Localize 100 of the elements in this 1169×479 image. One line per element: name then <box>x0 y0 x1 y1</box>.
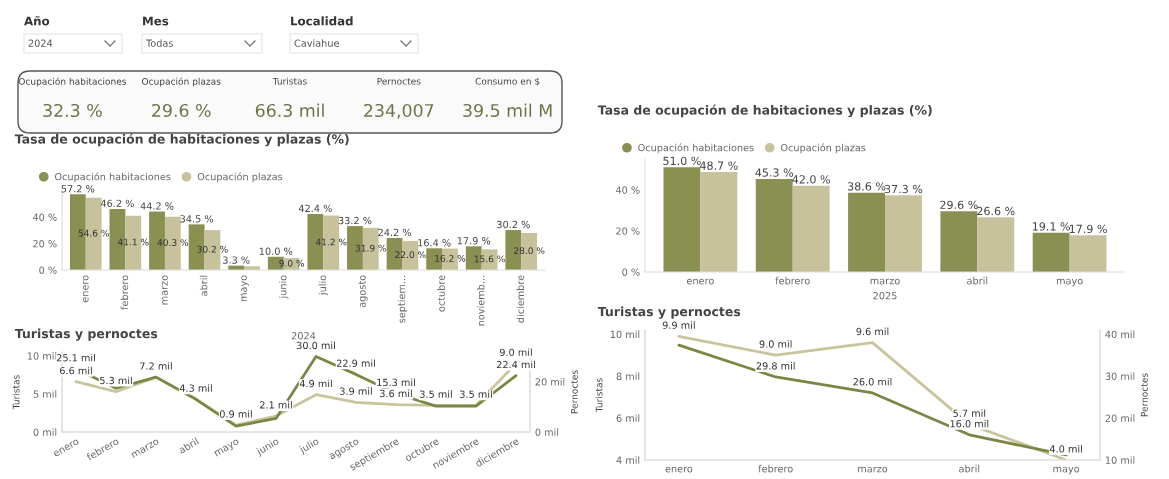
bar <box>848 192 885 272</box>
data-label: 4.3 mil <box>179 384 212 392</box>
y-axis-title: Turistas <box>12 375 20 410</box>
data-label: 46.2 % <box>100 199 134 208</box>
x-tick-label: octubre <box>437 275 445 312</box>
data-label: 16.2 % <box>435 255 466 262</box>
x-tick-label: abril <box>199 275 208 296</box>
text: Todas <box>145 39 173 47</box>
y-tick-label: 10 mil <box>610 330 640 339</box>
data-label: 19.1 % <box>1032 222 1070 231</box>
bar <box>1032 232 1070 272</box>
x-tick-label: marzo <box>858 466 888 473</box>
x-axis-title: 2024 <box>291 332 316 340</box>
data-label: 33.2 % <box>338 216 372 225</box>
y-tick-label: 10 mil <box>27 352 57 360</box>
data-label: 41.2 % <box>315 238 347 246</box>
text: Localidad <box>291 16 353 26</box>
text: 66.3 mil <box>255 103 324 118</box>
category-label: Consumo en $ <box>475 77 540 86</box>
chart-title: Turistas y pernoctes <box>14 328 158 341</box>
x-tick-label: enero <box>665 466 693 473</box>
chart-title: Tasa de ocupación de habitaciones y plazas (%) <box>14 133 349 147</box>
x-tick-label: agosto <box>358 275 368 308</box>
y2-axis-title: Pernoctes <box>571 370 578 414</box>
y-tick-label: 0 % <box>39 266 57 274</box>
x-tick-label: marzo <box>162 275 168 305</box>
category-label: Ocupación plazas <box>142 77 221 87</box>
data-label: 29.8 mil <box>756 362 795 370</box>
data-label: 16.4 % <box>418 239 451 247</box>
x-tick-label: diciembre <box>516 275 525 323</box>
x-tick-label: enero <box>82 275 89 303</box>
x-tick-label: enero <box>686 278 714 285</box>
data-label: 16.0 mil <box>950 419 989 428</box>
y-tick-label: 6 mil <box>616 414 640 422</box>
data-label: 38.6 % <box>847 182 886 191</box>
y-tick-label: 8 mil <box>616 372 640 380</box>
data-label: 2.1 mil <box>260 401 292 409</box>
text: 32.3 % <box>43 103 102 118</box>
text: 29.6 % <box>152 103 211 118</box>
x-axis-title: 2025 <box>873 292 897 300</box>
data-label: 57.2 % <box>61 185 95 193</box>
data-label: 29.6 % <box>940 200 978 210</box>
bar <box>663 167 701 272</box>
text: Año <box>24 16 50 26</box>
data-label: 22.4 mil <box>496 360 535 369</box>
y-tick-label: 4 mil <box>616 456 640 464</box>
y2-tick-label: 10 mil <box>1105 456 1135 464</box>
category-label: Turistas <box>272 77 307 85</box>
data-label: 3.5 mil <box>460 390 492 398</box>
data-label: 7.2 mil <box>140 362 172 370</box>
data-label: 22.0 % <box>395 251 426 259</box>
data-label: 9.0 % <box>279 259 305 267</box>
legend-label: Ocupación plazas <box>780 143 866 154</box>
data-label: 42.0 % <box>792 175 830 184</box>
x-tick-label: mayo <box>1056 278 1083 287</box>
y-tick-label: 0 mil <box>33 428 57 436</box>
category-label: Pernoctes <box>377 77 421 85</box>
data-label: 9.0 mil <box>759 340 792 348</box>
data-label: 28.0 % <box>514 247 545 255</box>
x-tick-label: abril <box>967 276 988 285</box>
y-tick-label: 0 % <box>622 268 640 276</box>
data-label: 15.3 mil <box>377 378 415 387</box>
data-label: 41.1 % <box>117 238 149 246</box>
data-label: 26.6 % <box>977 206 1015 216</box>
bar <box>977 217 1015 272</box>
bar <box>885 195 922 272</box>
y2-tick-label: 0 mil <box>535 428 559 436</box>
data-label: 3.5 mil <box>420 390 452 398</box>
chart-title: Turistas y pernoctes <box>597 306 741 319</box>
x-tick-label: mayo <box>1053 466 1080 475</box>
data-label: 30.2 % <box>497 220 530 229</box>
x-tick-label: julio <box>298 437 321 456</box>
y-tick-label: 5 mil <box>33 390 57 398</box>
legend-label: Ocupación plazas <box>197 172 283 183</box>
data-label: 10.0 % <box>259 247 293 255</box>
text: Caviahue <box>294 39 339 47</box>
data-label: 42.4 % <box>298 204 332 213</box>
data-label: 9.6 mil <box>856 327 889 336</box>
x-tick-label: marzo <box>870 278 900 285</box>
data-label: 34.5 % <box>180 215 214 223</box>
data-label: 15.6 % <box>474 255 505 263</box>
data-label: 0.9 mil <box>219 410 252 418</box>
bar <box>792 185 830 272</box>
legend-label: Ocupación habitaciones <box>638 143 754 154</box>
chart-title: Tasa de ocupación de habitaciones y plazas (%) <box>597 104 932 118</box>
data-label: 45.3 % <box>755 168 794 177</box>
y-tick-label: 20 % <box>616 227 640 235</box>
data-label: 44.2 % <box>140 202 174 210</box>
data-label: 6.6 mil <box>59 366 92 375</box>
data-label: 9.9 mil <box>662 321 695 329</box>
y-axis-title: Turistas <box>595 378 603 413</box>
y2-tick-label: 20 mil <box>535 377 565 386</box>
y2-tick-label: 40 mil <box>1105 330 1135 339</box>
x-tick-label: noviemb... <box>476 275 485 326</box>
data-label: 4.9 mil <box>299 379 332 388</box>
data-label: 30.2 % <box>197 245 228 253</box>
bar <box>755 178 793 272</box>
data-label: 30.0 mil <box>296 341 335 350</box>
x-tick-label: abril <box>959 464 980 473</box>
text: Mes <box>143 16 169 26</box>
